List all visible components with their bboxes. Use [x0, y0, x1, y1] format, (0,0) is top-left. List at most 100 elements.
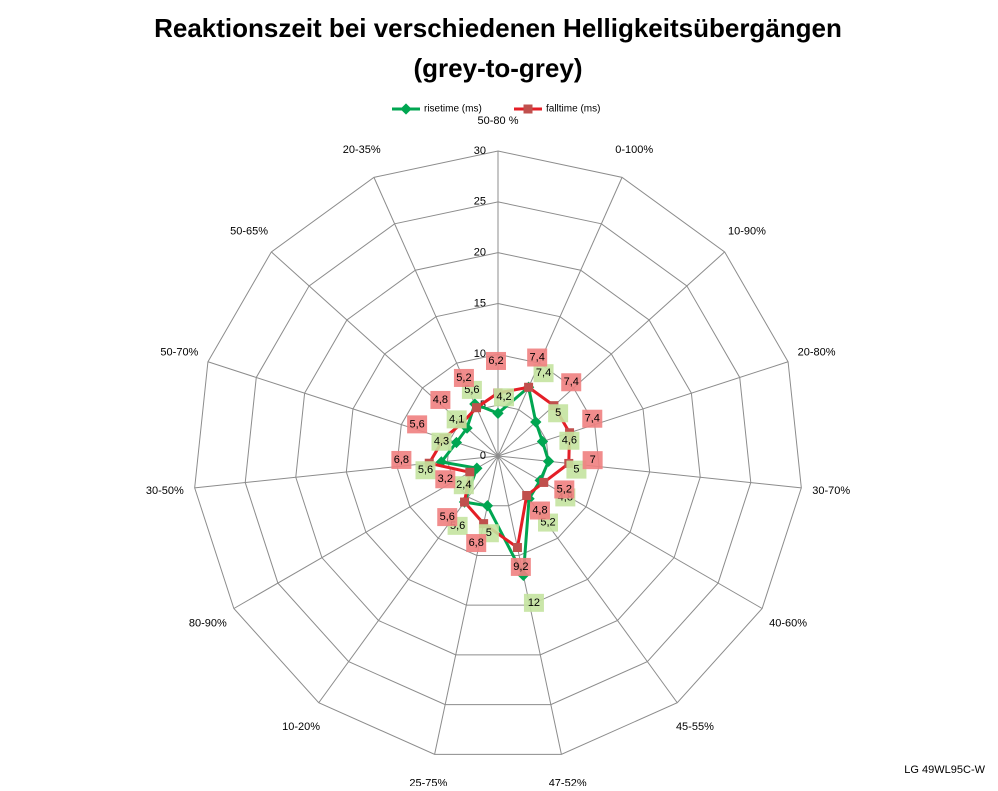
- data-label-box: [561, 373, 582, 392]
- data-label: 4,3: [434, 436, 449, 448]
- category-label: 50-80 %: [478, 115, 519, 127]
- category-label: 40-60%: [769, 617, 807, 629]
- data-label-box: [582, 409, 603, 428]
- r-tick-label: 30: [474, 145, 486, 157]
- data-label-box: [391, 450, 412, 469]
- marker: [539, 477, 549, 487]
- legend-marker: [523, 104, 533, 114]
- category-label: 30-50%: [146, 485, 184, 497]
- data-label: 4,6: [562, 435, 577, 447]
- data-label: 6,8: [469, 537, 484, 549]
- category-label: 47-52%: [549, 778, 587, 786]
- r-tick-label: 15: [474, 297, 486, 309]
- data-label: 6,8: [394, 454, 409, 466]
- data-label-box: [446, 410, 467, 429]
- grid-line: [295, 252, 701, 656]
- category-label: 10-90%: [728, 226, 766, 238]
- legend-label: falltime (ms): [546, 104, 600, 115]
- marker: [450, 436, 463, 449]
- data-label: 7,4: [564, 376, 579, 388]
- data-label: 4,2: [496, 391, 511, 403]
- grid-line: [194, 150, 802, 755]
- marker: [536, 435, 549, 448]
- spoke: [194, 455, 499, 489]
- marker: [471, 403, 481, 413]
- category-label: 25-75%: [409, 778, 447, 786]
- data-label: 5,6: [440, 511, 455, 523]
- data-label: 7: [590, 454, 596, 466]
- data-label: 7,4: [530, 351, 545, 363]
- data-label-box: [435, 470, 456, 489]
- marker: [460, 497, 470, 507]
- data-label: 5: [555, 407, 561, 419]
- data-label-box: [533, 364, 554, 383]
- data-label-box: [548, 404, 569, 423]
- data-label-box: [407, 415, 428, 434]
- chart-subtitle: (grey-to-grey): [413, 53, 582, 83]
- data-label-box: [437, 508, 458, 527]
- data-label: 5: [486, 527, 492, 539]
- data-label: 5,6: [418, 464, 433, 476]
- annotation: LG 49WL95C-W: [904, 764, 985, 776]
- data-label: 3,2: [438, 473, 453, 485]
- marker: [481, 500, 494, 512]
- r-tick-label: 20: [474, 247, 486, 259]
- data-label-box: [466, 534, 487, 553]
- marker: [492, 407, 504, 419]
- legend-label: risetime (ms): [424, 104, 482, 115]
- category-label: 80-90%: [189, 617, 227, 629]
- marker: [479, 519, 489, 529]
- data-label-box: [554, 480, 575, 499]
- marker: [530, 416, 542, 428]
- data-label-box: [559, 431, 580, 450]
- spoke: [318, 455, 499, 704]
- marker: [524, 382, 534, 392]
- category-label: 20-35%: [343, 144, 381, 156]
- grid-line: [396, 353, 600, 556]
- r-tick-label: 0: [480, 450, 486, 462]
- category-label: 30-70%: [812, 485, 850, 497]
- marker: [465, 467, 475, 477]
- data-label: 12: [528, 597, 540, 609]
- data-label: 4,8: [433, 394, 448, 406]
- data-label-box: [453, 476, 474, 495]
- category-label: 50-65%: [230, 226, 268, 238]
- category-label: 45-55%: [676, 721, 714, 733]
- data-label-box: [566, 460, 587, 479]
- data-label-box: [529, 501, 550, 520]
- data-label: 5,2: [557, 483, 572, 495]
- category-label: 20-80%: [798, 346, 836, 358]
- marker: [522, 490, 532, 500]
- data-label: 5,2: [456, 372, 471, 384]
- data-label: 9,2: [513, 561, 528, 573]
- data-label-box: [527, 348, 548, 367]
- data-label-box: [431, 432, 452, 451]
- grid-line: [345, 302, 651, 606]
- data-label: 2,4: [456, 479, 471, 491]
- category-label: 0-100%: [615, 144, 653, 156]
- data-label-box: [453, 368, 474, 387]
- data-label: 4,8: [532, 504, 547, 516]
- data-label-box: [523, 593, 544, 612]
- data-label: 4,1: [449, 413, 464, 425]
- category-label: 10-20%: [282, 721, 320, 733]
- data-label-box: [494, 388, 514, 407]
- data-label-box: [582, 451, 603, 470]
- grid-line: [446, 404, 550, 507]
- data-label: 5: [573, 464, 579, 476]
- marker: [542, 455, 555, 467]
- r-tick-label: 10: [474, 348, 486, 360]
- marker: [512, 542, 522, 552]
- chart-title: Reaktionszeit bei verschiedenen Helligke…: [154, 13, 842, 43]
- category-label: 50-70%: [160, 346, 198, 358]
- grid-line: [244, 201, 752, 706]
- data-label: 7,4: [536, 367, 551, 379]
- data-label: 7,4: [585, 413, 600, 425]
- data-label-box: [486, 351, 506, 370]
- data-label: 5,6: [409, 418, 424, 430]
- data-label-box: [510, 557, 531, 576]
- r-tick-label: 25: [474, 196, 486, 208]
- spoke: [497, 177, 623, 457]
- data-label-box: [415, 461, 436, 480]
